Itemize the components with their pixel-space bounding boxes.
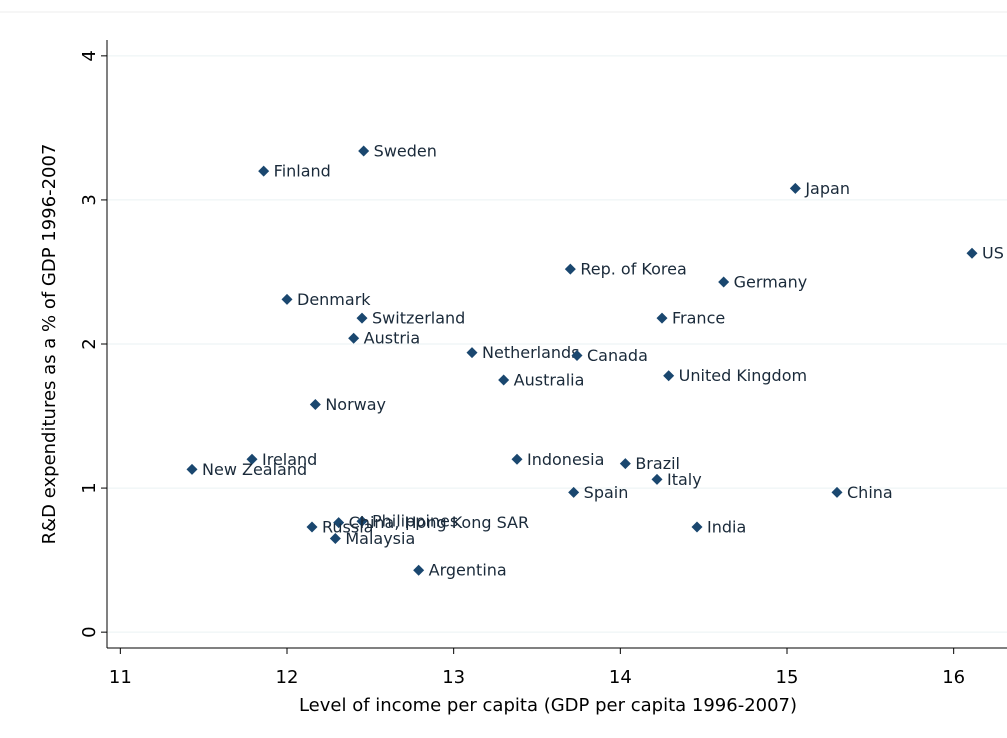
point (356, 312, 368, 324)
point (258, 165, 270, 177)
x-tick-label: 11 (109, 667, 132, 688)
y-tick-label: 2 (79, 338, 100, 349)
point-label: Spain (584, 483, 629, 502)
y-axis-label: R&D expenditures as a % of GDP 1996-2007 (39, 144, 60, 545)
point-label: Ireland (262, 450, 317, 469)
point-label: Canada (587, 346, 648, 365)
y-tick-label: 4 (79, 50, 100, 61)
point (413, 564, 425, 576)
point-label: Brazil (635, 454, 680, 473)
x-tick-label: 13 (442, 667, 465, 688)
point-label: Finland (274, 162, 331, 181)
point-label: France (672, 309, 725, 328)
point-label: Germany (734, 273, 808, 292)
point (246, 453, 258, 465)
point (789, 182, 801, 194)
point (718, 276, 730, 288)
point-label: Austria (364, 329, 421, 348)
point (663, 370, 675, 382)
point (358, 145, 370, 157)
point-label: China (847, 483, 893, 502)
point-label: Malaysia (345, 529, 415, 548)
point (564, 263, 576, 275)
point-label: New Zealand (202, 460, 307, 479)
point (651, 473, 663, 485)
point-label: United Kingdom (679, 366, 807, 385)
point-label: Indonesia (527, 450, 604, 469)
point-label: Italy (667, 470, 702, 489)
point (691, 521, 703, 533)
point (309, 399, 321, 411)
y-tick-label: 1 (79, 482, 100, 493)
point (466, 347, 478, 359)
point (571, 350, 583, 362)
point-label: India (707, 517, 746, 536)
point (281, 293, 293, 305)
point-label: Sweden (374, 141, 437, 160)
point-label: Netherlands (482, 343, 580, 362)
point-label: Australia (514, 371, 585, 390)
x-tick-label: 15 (776, 667, 799, 688)
point (186, 463, 198, 475)
y-tick-label: 0 (79, 626, 100, 637)
point (568, 486, 580, 498)
point-label: Japan (804, 179, 850, 198)
point (511, 453, 523, 465)
point (656, 312, 668, 324)
point (966, 247, 978, 259)
point (619, 458, 631, 470)
point-label: Rep. of Korea (580, 260, 686, 279)
point (831, 486, 843, 498)
x-axis-label: Level of income per capita (GDP per capi… (299, 695, 797, 716)
point (348, 332, 360, 344)
point (498, 374, 510, 386)
point (306, 521, 318, 533)
point-label: China, Hong Kong SAR (349, 513, 529, 532)
point (333, 517, 345, 529)
x-tick-label: 12 (276, 667, 299, 688)
point-label: Russia (322, 517, 373, 536)
point-label: Norway (325, 395, 386, 414)
point-label: Argentina (429, 561, 507, 580)
point (329, 533, 341, 545)
point-label: Philippines (372, 512, 458, 531)
x-tick-label: 16 (942, 667, 965, 688)
y-tick-label: 3 (79, 194, 100, 205)
point-label: Denmark (297, 290, 371, 309)
x-tick-label: 14 (609, 667, 632, 688)
point-label: US (982, 244, 1004, 263)
point (356, 515, 368, 527)
point-label: Switzerland (372, 309, 465, 328)
